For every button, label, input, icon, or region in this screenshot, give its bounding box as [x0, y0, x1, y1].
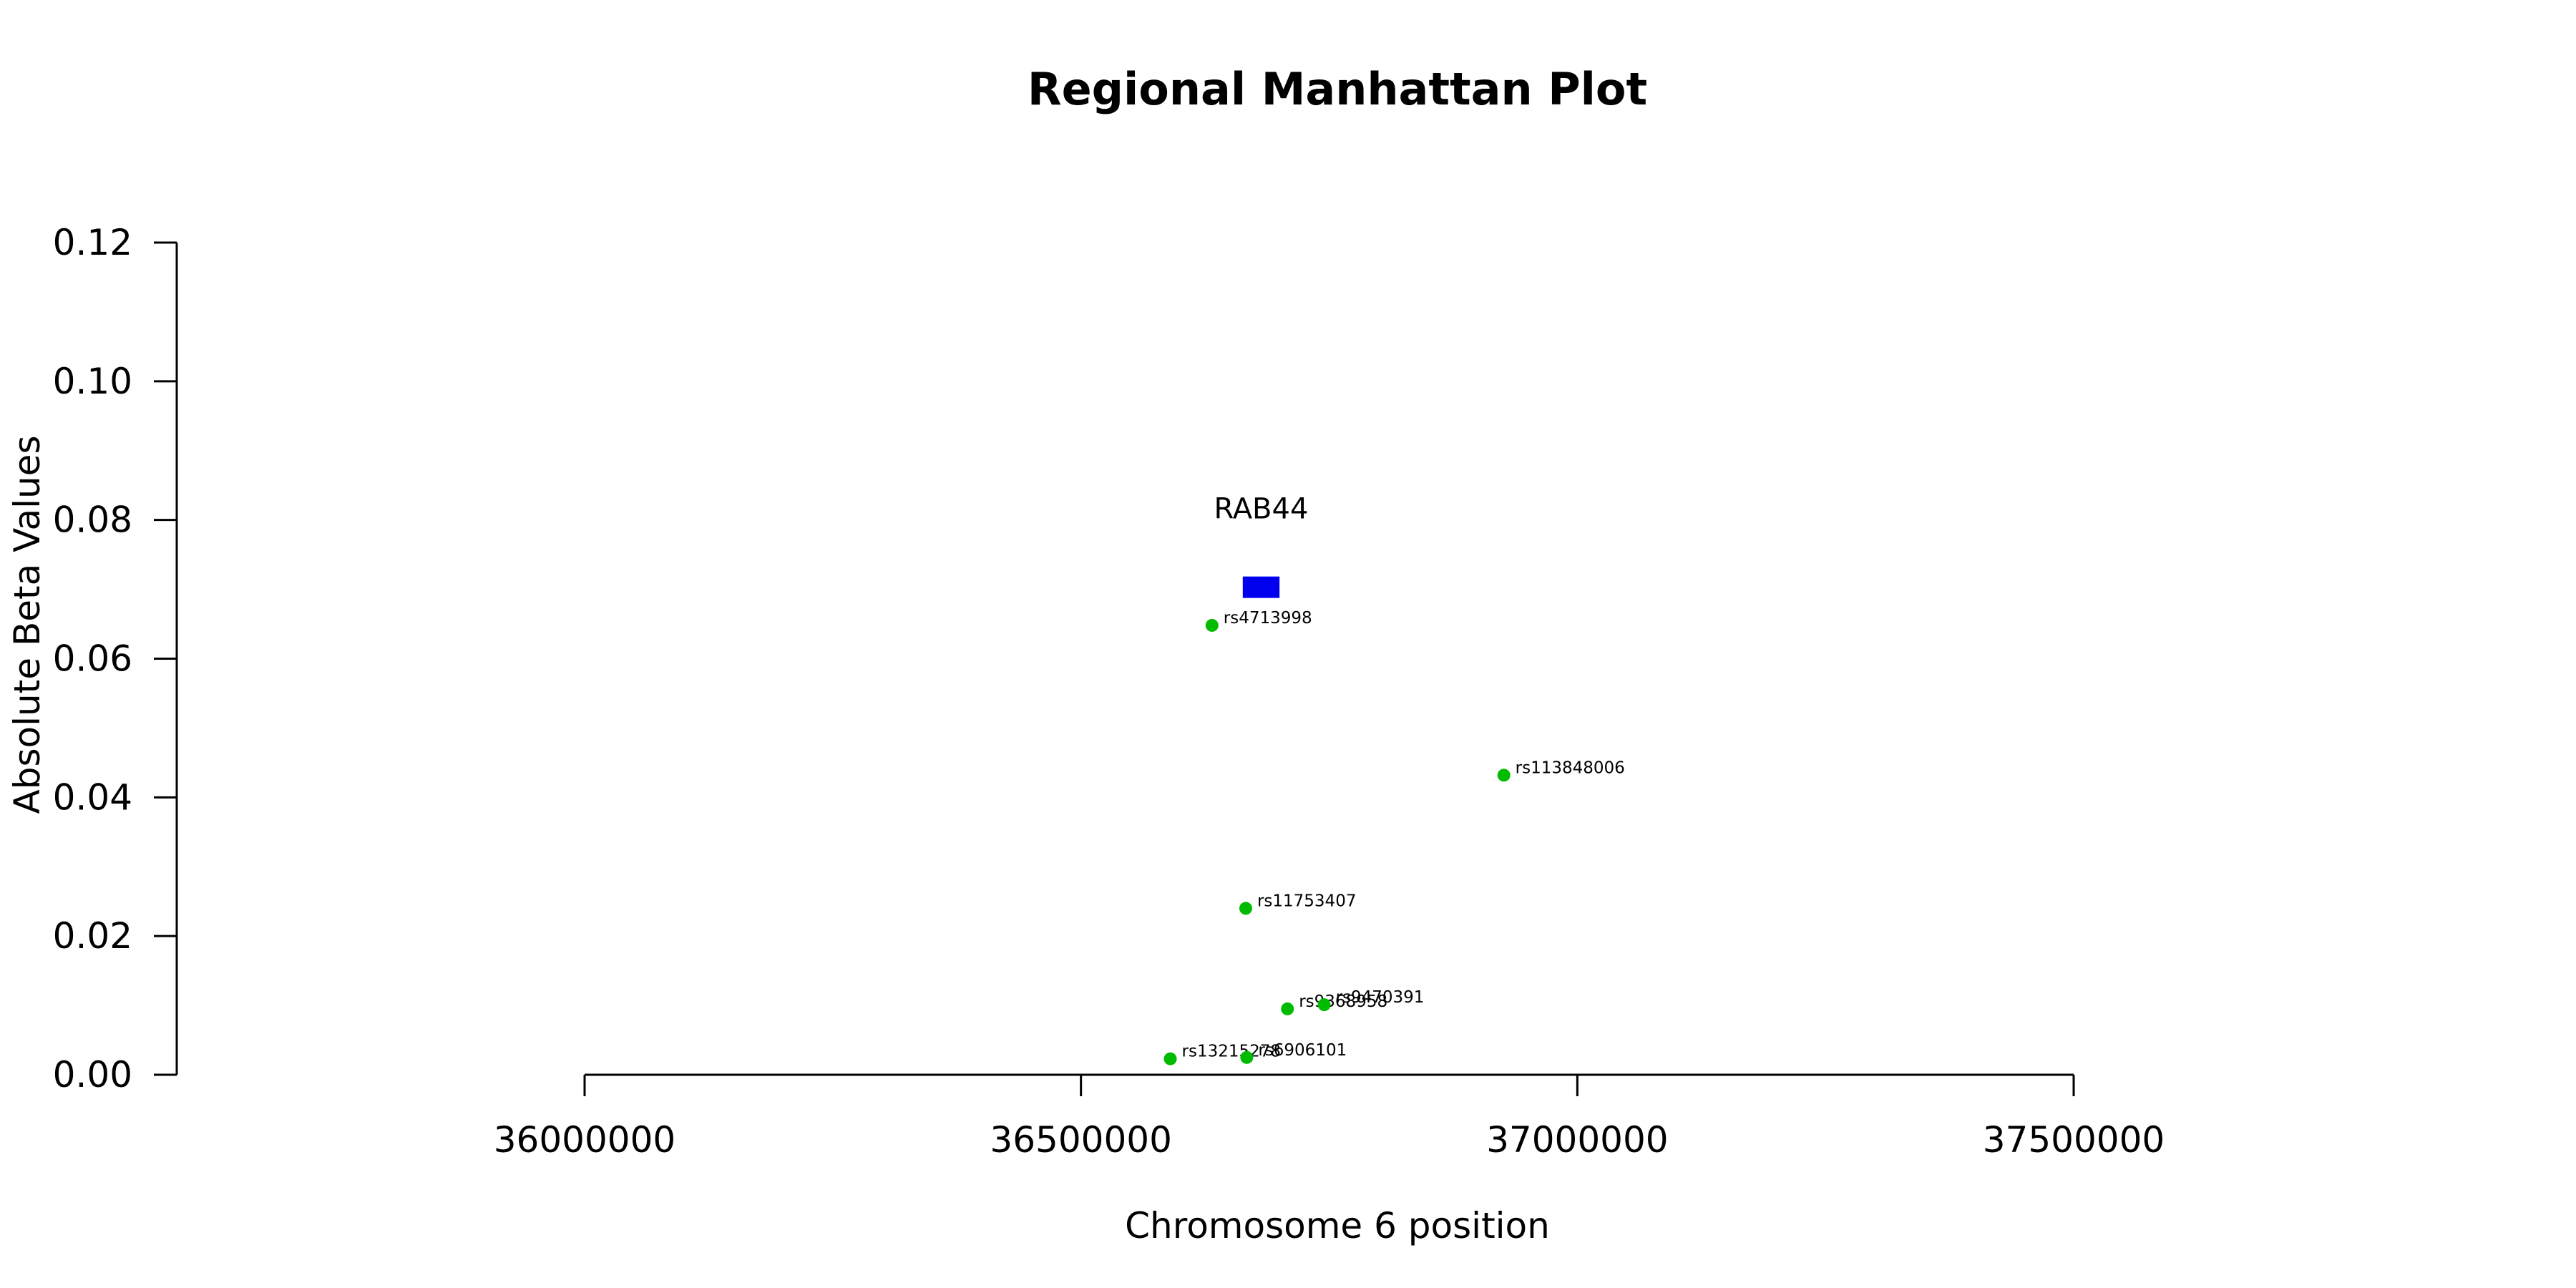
snp-point [1240, 1050, 1254, 1064]
chart-title: Regional Manhattan Plot [1028, 63, 1647, 115]
y-tick-label: 0.10 [53, 361, 132, 402]
snp-point [1497, 769, 1511, 782]
snp-label: rs4713998 [1224, 609, 1312, 628]
y-tick-label: 0.08 [53, 499, 132, 541]
snp-label: rs9470391 [1336, 988, 1425, 1007]
y-tick-label: 0.00 [53, 1054, 132, 1096]
snp-label: rs13215278 [1182, 1043, 1282, 1061]
gene-marker [1242, 576, 1280, 598]
y-tick-label: 0.12 [53, 222, 132, 263]
snp-point [1281, 1002, 1294, 1015]
y-axis-label: Absolute Beta Values [6, 436, 48, 814]
gene-label: RAB44 [1214, 493, 1309, 526]
gene-annotation: RAB44 [1214, 493, 1309, 598]
snp-label: rs9368958 [1299, 992, 1387, 1011]
snp-label: rs113848006 [1516, 758, 1625, 777]
snp-label: rs6906101 [1258, 1041, 1347, 1060]
x-tick-label: 36500000 [990, 1119, 1172, 1161]
x-tick-label: 36000000 [494, 1119, 676, 1161]
snp-point [1163, 1052, 1177, 1065]
snp-point [1205, 618, 1219, 632]
x-tick-label: 37000000 [1486, 1119, 1669, 1161]
y-tick-label: 0.02 [53, 915, 132, 957]
x-tick-label: 37500000 [1983, 1119, 2165, 1161]
snp-point [1239, 902, 1252, 915]
y-tick-label: 0.04 [53, 776, 132, 818]
snp-label: rs11753407 [1257, 892, 1357, 910]
snp-point [1317, 998, 1331, 1012]
y-axis-ticks: 0.00 0.02 0.04 0.06 0.08 0.10 0.12 [53, 222, 177, 1096]
x-axis-label: Chromosome 6 position [1125, 1205, 1550, 1246]
y-tick-label: 0.06 [53, 638, 132, 680]
snp-points: rs4713998rs113848006rs11753407rs9368958r… [1163, 609, 1625, 1065]
x-axis-ticks: 36000000 36500000 37000000 37500000 [494, 1075, 2165, 1161]
